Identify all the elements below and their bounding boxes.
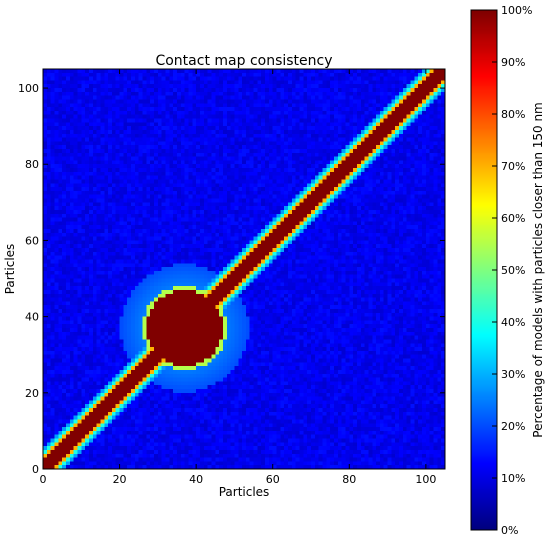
colorbar-tick-label: 50% bbox=[501, 264, 525, 277]
heatmap-image bbox=[43, 69, 445, 469]
heatmap-plot bbox=[43, 69, 445, 469]
y-tick-label: 60 bbox=[25, 234, 39, 247]
colorbar-ticks: 0% 10% 20% 30% 40% 50% 60% 70% 80% 90% 100% bbox=[492, 4, 532, 537]
colorbar: 0% 10% 20% 30% 40% 50% 60% 70% 80% 90% 100% Percen… bbox=[471, 4, 545, 537]
colorbar-tick-label: 20% bbox=[501, 420, 525, 433]
colorbar-tick-label: 60% bbox=[501, 212, 525, 225]
x-tick-label: 80 bbox=[342, 473, 356, 486]
y-tick-label: 40 bbox=[25, 311, 39, 324]
y-tick-label: 80 bbox=[25, 158, 39, 171]
y-tick-label: 20 bbox=[25, 387, 39, 400]
colorbar-label: Percentage of models with particles clos… bbox=[531, 102, 545, 437]
x-axis-label: Particles bbox=[219, 485, 270, 499]
x-tick-label: 100 bbox=[415, 473, 436, 486]
x-tick-label: 0 bbox=[40, 473, 47, 486]
x-tick-label: 40 bbox=[189, 473, 203, 486]
colorbar-tick-label: 70% bbox=[501, 160, 525, 173]
y-tick-label: 0 bbox=[32, 463, 39, 476]
y-tick-label: 100 bbox=[18, 82, 39, 95]
colorbar-tick-label: 0% bbox=[501, 524, 518, 537]
colorbar-tick-label: 40% bbox=[501, 316, 525, 329]
x-tick-label: 20 bbox=[113, 473, 127, 486]
colorbar-tick-label: 10% bbox=[501, 472, 525, 485]
colorbar-tick-label: 30% bbox=[501, 368, 525, 381]
chart-title: Contact map consistency bbox=[155, 53, 332, 69]
colorbar-tick-label: 80% bbox=[501, 108, 525, 121]
colorbar-tick-label: 90% bbox=[501, 56, 525, 69]
y-axis-label: Particles bbox=[3, 244, 17, 295]
colorbar-tick-label: 100% bbox=[501, 4, 532, 17]
